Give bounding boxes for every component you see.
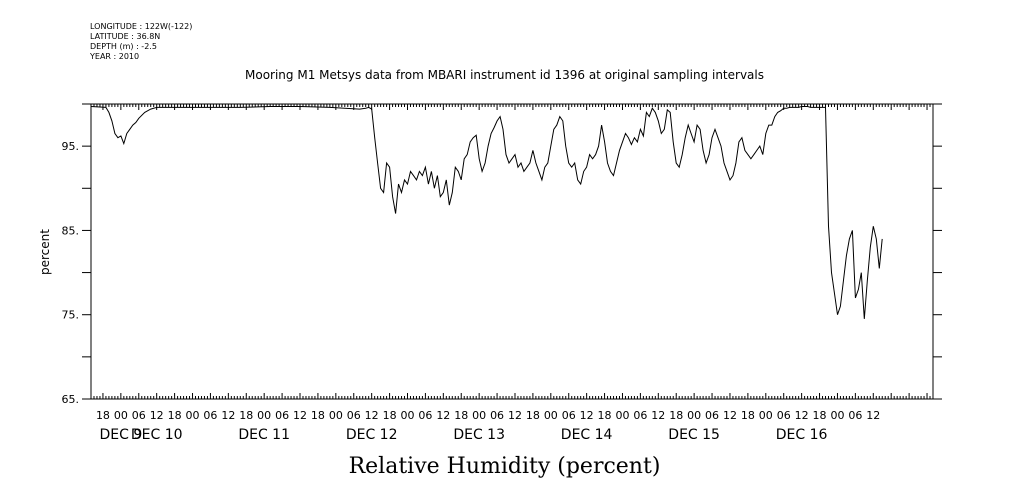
x-tick-label: 12 bbox=[436, 409, 450, 422]
x-tick-label: 00 bbox=[329, 409, 343, 422]
x-tick-label: 00 bbox=[472, 409, 486, 422]
x-tick-label: 00 bbox=[257, 409, 271, 422]
x-tick-label: 06 bbox=[705, 409, 719, 422]
x-tick-label: 00 bbox=[400, 409, 414, 422]
x-tick-label: 12 bbox=[221, 409, 235, 422]
axis-ticks bbox=[82, 103, 942, 400]
x-day-label: DEC 12 bbox=[346, 427, 398, 443]
y-tick-label: 95. bbox=[62, 140, 80, 153]
chart-title: Mooring M1 Metsys data from MBARI instru… bbox=[245, 68, 764, 82]
x-day-label: DEC 11 bbox=[238, 427, 290, 443]
x-day-label: DEC 14 bbox=[561, 427, 613, 443]
x-tick-label: 06 bbox=[203, 409, 217, 422]
x-tick-label: 12 bbox=[866, 409, 880, 422]
x-tick-label: 00 bbox=[114, 409, 128, 422]
x-tick-label: 00 bbox=[759, 409, 773, 422]
x-tick-label: 06 bbox=[490, 409, 504, 422]
x-tick-label: 12 bbox=[723, 409, 737, 422]
latitude-text: LATITUDE : 36.8N bbox=[90, 32, 161, 41]
x-tick-label: 18 bbox=[813, 409, 827, 422]
x-tick-label: 12 bbox=[150, 409, 164, 422]
x-tick-label: 00 bbox=[186, 409, 200, 422]
x-tick-label: 18 bbox=[454, 409, 468, 422]
x-tick-label: 06 bbox=[132, 409, 146, 422]
x-day-label: DEC 9 bbox=[99, 427, 142, 443]
x-tick-label: 00 bbox=[615, 409, 629, 422]
x-tick-label: 12 bbox=[293, 409, 307, 422]
x-tick-label: 00 bbox=[830, 409, 844, 422]
x-tick-label: 18 bbox=[598, 409, 612, 422]
x-day-label: DEC 16 bbox=[776, 427, 828, 443]
x-tick-label: 18 bbox=[311, 409, 325, 422]
x-tick-label: 00 bbox=[544, 409, 558, 422]
x-tick-label: 06 bbox=[633, 409, 647, 422]
x-tick-label: 00 bbox=[687, 409, 701, 422]
x-day-label: DEC 15 bbox=[668, 427, 720, 443]
x-tick-label: 18 bbox=[741, 409, 755, 422]
x-tick-label: 06 bbox=[562, 409, 576, 422]
y-tick-label: 75. bbox=[62, 309, 80, 322]
x-day-label: DEC 10 bbox=[131, 427, 183, 443]
x-tick-label: 18 bbox=[96, 409, 110, 422]
plot-frame bbox=[90, 103, 934, 400]
series-line bbox=[90, 106, 883, 319]
x-tick-label: 18 bbox=[526, 409, 540, 422]
x-tick-label: 12 bbox=[795, 409, 809, 422]
footer-title: Relative Humidity (percent) bbox=[348, 454, 661, 479]
x-tick-label: 12 bbox=[365, 409, 379, 422]
x-tick-label: 18 bbox=[239, 409, 253, 422]
x-tick-label: 18 bbox=[168, 409, 182, 422]
y-tick-label: 85. bbox=[62, 224, 80, 237]
x-tick-label: 06 bbox=[418, 409, 432, 422]
x-day-label: DEC 13 bbox=[453, 427, 505, 443]
x-tick-label: 12 bbox=[651, 409, 665, 422]
x-tick-label: 06 bbox=[275, 409, 289, 422]
x-tick-label: 18 bbox=[669, 409, 683, 422]
x-tick-label: 18 bbox=[383, 409, 397, 422]
x-tick-label: 12 bbox=[508, 409, 522, 422]
x-tick-label: 06 bbox=[347, 409, 361, 422]
x-tick-label: 06 bbox=[777, 409, 791, 422]
y-tick-label: 65. bbox=[62, 393, 80, 406]
y-axis-label: percent bbox=[38, 229, 52, 275]
axis-labels: 18 00 06 12 18 00 06 12 18 00 06 12 18 00 06 12 18 00 06 12… bbox=[62, 140, 881, 443]
x-tick-label: 12 bbox=[580, 409, 594, 422]
longitude-text: LONGITUDE : 122W(-122) bbox=[90, 22, 193, 31]
depth-text: DEPTH (m) : -2.5 bbox=[90, 42, 157, 51]
x-tick-label: 06 bbox=[848, 409, 862, 422]
year-text: YEAR : 2010 bbox=[90, 52, 140, 61]
metadata-block: LONGITUDE : 122W(-122) LATITUDE : 36.8N … bbox=[90, 22, 192, 62]
